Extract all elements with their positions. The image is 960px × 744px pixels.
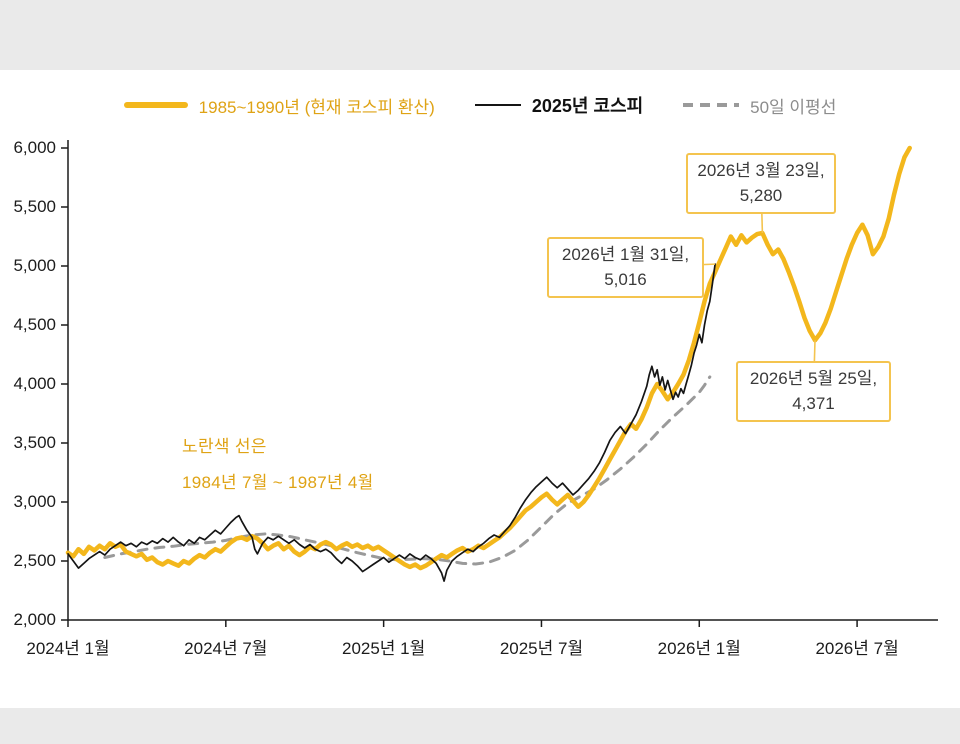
yellow-note-line2: 1984년 7월 ~ 1987년 4월	[182, 473, 374, 492]
y-axis-label: 5,500	[13, 197, 56, 216]
annotation-value: 5,280	[739, 185, 783, 205]
y-axis-label: 6,000	[13, 138, 56, 157]
series-line	[67, 263, 716, 582]
top-gray-band	[0, 0, 960, 70]
x-axis-label: 2024년 1월	[26, 639, 110, 658]
x-axis-label: 2025년 1월	[341, 639, 426, 658]
legend-item-2025-kospi: 2025년 코스피	[474, 92, 644, 118]
y-axis-label: 4,500	[13, 315, 56, 334]
legend-item-1985-series: 1985~1990년 (현재 코스피 환산)	[123, 93, 435, 118]
legend-yellow-line-icon	[123, 102, 188, 108]
legend-label-2025: 2025년 코스피	[531, 96, 644, 116]
y-axis-label: 3,500	[13, 433, 56, 452]
annotation-box: 2026년 5월 25일, 4,371	[736, 361, 891, 422]
y-axis-label: 2,500	[13, 551, 56, 570]
x-axis-label: 2025년 7월	[499, 639, 584, 658]
annotation-date: 2026년 5월 25일,	[749, 368, 878, 388]
legend: 1985~1990년 (현재 코스피 환산) 2025년 코스피 50일 이평선	[0, 92, 960, 118]
y-axis-label: 4,000	[13, 374, 56, 393]
series-line	[65, 145, 912, 571]
yellow-note-line1: 노란색 선은	[182, 437, 267, 456]
y-axis-label: 3,000	[13, 492, 56, 511]
y-axis-label: 5,000	[13, 256, 56, 275]
x-axis-label: 2024년 7월	[184, 639, 268, 658]
x-axis-label: 2026년 1월	[657, 639, 741, 658]
bottom-gray-band	[0, 708, 960, 744]
legend-dashed-line-icon	[683, 103, 740, 107]
legend-label-1985: 1985~1990년 (현재 코스피 환산)	[198, 97, 435, 117]
legend-item-50d-ma: 50일 이평선	[683, 93, 836, 118]
annotation-date: 2026년 3월 23일,	[697, 160, 825, 180]
legend-label-50d: 50일 이평선	[750, 97, 837, 117]
x-axis-label: 2026년 7월	[815, 639, 899, 658]
annotation-box: 2026년 3월 23일, 5,280	[686, 153, 836, 214]
annotation-value: 5,016	[604, 269, 647, 289]
y-axis-label: 2,000	[13, 610, 56, 629]
annotation-box: 2026년 1월 31일, 5,016	[547, 237, 704, 298]
annotation-value: 4,371	[792, 393, 835, 413]
legend-black-line-icon	[474, 104, 521, 106]
annotation-date: 2026년 1월 31일,	[561, 244, 690, 264]
